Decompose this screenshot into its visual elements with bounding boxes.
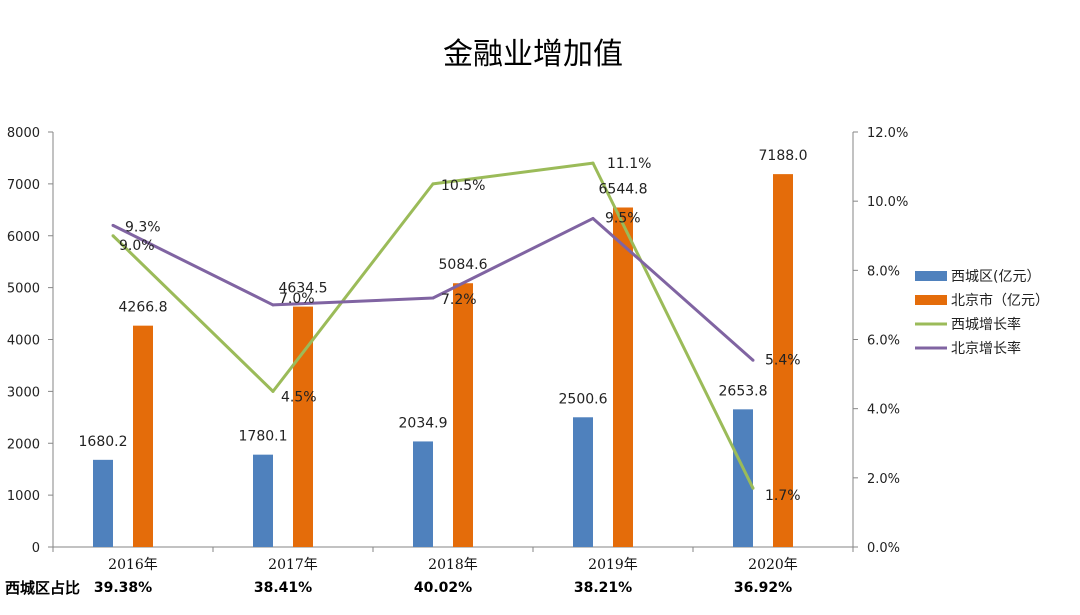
line-point-2 xyxy=(111,234,115,238)
right-tick-label: 4.0% xyxy=(867,403,900,418)
lines xyxy=(111,161,755,490)
share-value: 39.38% xyxy=(94,580,152,596)
right-tick-label: 2.0% xyxy=(867,472,900,487)
line-value-label: 1.7% xyxy=(765,488,801,504)
line-value-label: 9.3% xyxy=(125,219,161,235)
line-value-label: 7.2% xyxy=(441,292,477,308)
bar-1 xyxy=(133,325,153,547)
left-tick-label: 6000 xyxy=(7,230,40,245)
line-series-2 xyxy=(111,161,755,489)
legend-label: 西城增长率 xyxy=(951,316,1021,333)
legend-swatch xyxy=(915,271,947,281)
line-point-3 xyxy=(111,223,115,227)
bar-1 xyxy=(613,207,633,547)
axes: 0 1000 2000 3000 4000 5000 6000 7000 8000 0.0% 2.0… xyxy=(7,126,908,573)
bar-1 xyxy=(293,306,313,547)
share-value: 38.41% xyxy=(254,580,312,596)
bar-value-label: 7188.0 xyxy=(759,148,808,164)
bar-0 xyxy=(413,441,433,547)
x-tick-label: 2016年 xyxy=(108,557,158,573)
line-point-3 xyxy=(431,296,435,300)
x-tick-label: 2017年 xyxy=(268,557,318,573)
bar-value-label: 4266.8 xyxy=(119,300,168,316)
data-labels: 1680.2 1780.1 2034.9 2500.6 2653.8 4266.8 4634… xyxy=(79,148,808,504)
line-point-3 xyxy=(271,303,275,307)
share-value: 38.21% xyxy=(574,580,632,596)
bar-0 xyxy=(253,454,273,547)
left-tick-label: 0 xyxy=(32,541,40,556)
line-point-2 xyxy=(431,182,435,186)
share-row: 西城区占比 39.38% 38.41% 40.02% 38.21% 36.92% xyxy=(5,579,792,597)
bar-0 xyxy=(93,459,113,547)
legend-swatch xyxy=(915,295,947,305)
left-tick-label: 1000 xyxy=(7,489,40,504)
line-value-label: 10.5% xyxy=(441,178,485,194)
line-point-3 xyxy=(751,358,755,362)
left-tick-label: 2000 xyxy=(7,437,40,452)
left-tick-label: 5000 xyxy=(7,282,40,297)
bar-value-label: 2034.9 xyxy=(399,415,448,431)
bar-value-label: 5084.6 xyxy=(439,257,488,273)
x-tick-label: 2020年 xyxy=(748,557,798,573)
line-value-label: 7.0% xyxy=(279,291,315,307)
left-tick-label: 4000 xyxy=(7,334,40,349)
line-series-3 xyxy=(112,216,754,362)
line-value-label: 4.5% xyxy=(281,389,317,405)
line-point-2 xyxy=(271,389,275,393)
legend-label: 西城区(亿元） xyxy=(951,269,1040,285)
bar-value-label: 2653.8 xyxy=(719,383,768,399)
legend-label: 北京市（亿元） xyxy=(951,292,1049,309)
bars xyxy=(93,174,793,547)
bar-value-label: 1780.1 xyxy=(239,429,288,445)
right-tick-label: 10.0% xyxy=(867,195,908,210)
x-tick-label: 2018年 xyxy=(428,557,478,573)
left-tick-label: 7000 xyxy=(7,178,40,193)
line-point-2 xyxy=(591,161,595,165)
line-point-2 xyxy=(751,486,755,490)
right-tick-label: 8.0% xyxy=(867,264,900,279)
bar-1 xyxy=(773,174,793,547)
share-row-label: 西城区占比 xyxy=(5,579,80,597)
right-tick-label: 6.0% xyxy=(867,334,900,349)
right-tick-label: 0.0% xyxy=(867,541,900,556)
left-tick-label: 3000 xyxy=(7,385,40,400)
left-tick-label: 8000 xyxy=(7,126,40,141)
chart-title: 金融业增加值 xyxy=(443,37,623,72)
line-value-label: 9.5% xyxy=(605,210,641,226)
line-value-label: 9.0% xyxy=(119,238,155,254)
bar-1 xyxy=(453,283,473,547)
bar-value-label: 2500.6 xyxy=(559,391,608,407)
share-value: 40.02% xyxy=(414,580,472,596)
line-point-3 xyxy=(591,216,595,220)
right-tick-label: 12.0% xyxy=(867,126,908,141)
share-value: 36.92% xyxy=(734,580,792,596)
bar-0 xyxy=(573,417,593,547)
bar-value-label: 6544.8 xyxy=(599,181,648,197)
legend-label: 北京增长率 xyxy=(951,340,1021,357)
bar-0 xyxy=(733,409,753,547)
bar-value-label: 4634.5 xyxy=(279,281,328,297)
bar-value-label: 1680.2 xyxy=(79,434,128,450)
line-value-label: 5.4% xyxy=(765,352,801,368)
x-tick-label: 2019年 xyxy=(588,557,638,573)
line-value-label: 11.1% xyxy=(607,156,651,172)
